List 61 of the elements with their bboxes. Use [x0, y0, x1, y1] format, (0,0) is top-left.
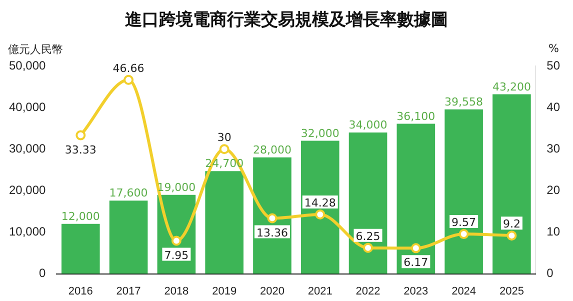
data-label: 43,200 [492, 80, 531, 94]
data-label: 36,100 [396, 110, 436, 123]
y-tick-label: 30,000 [9, 141, 46, 156]
y2-tick-label: 0 [546, 266, 554, 280]
y2-tick-label: 30 [546, 141, 560, 156]
bar [205, 171, 244, 274]
x-tick-label: 2016 [68, 285, 93, 298]
y-tick-label: 50,000 [9, 58, 46, 72]
data-label: 39,558 [444, 95, 484, 108]
x-tick-label: 2022 [356, 285, 380, 298]
point [315, 209, 326, 220]
data-label: 28,000 [252, 143, 292, 156]
y2-tick-label: 10 [546, 224, 560, 239]
data-label: 12,000 [61, 210, 100, 223]
x-tick-label: 2023 [404, 285, 428, 298]
point [76, 130, 86, 140]
bar [61, 224, 100, 274]
y-tick-label: 40,000 [9, 100, 46, 114]
data-label: 32,000 [300, 126, 340, 140]
point [458, 229, 469, 240]
point [410, 243, 421, 254]
data-label: 14.28 [304, 196, 336, 210]
chart-title: 進口跨境電商行業交易規模及增長率數據圖 [124, 9, 449, 31]
data-label: 30 [217, 131, 232, 144]
point [171, 236, 182, 246]
x-tick-label: 2017 [116, 285, 141, 298]
data-label: 9.2 [502, 218, 520, 231]
data-label: 7.95 [164, 248, 189, 262]
point [506, 230, 517, 241]
bar [300, 140, 340, 274]
point [124, 74, 134, 85]
bar [396, 124, 436, 274]
bar [109, 200, 148, 274]
data-label: 13.36 [256, 226, 288, 240]
point [219, 144, 230, 154]
y-axis-title: 億元人民幣 [8, 42, 63, 57]
y2-tick-label: 40 [546, 100, 560, 114]
y-tick-label: 0 [39, 266, 46, 280]
y2-tick-label: 20 [546, 182, 560, 197]
y2-axis-title: % [548, 42, 559, 55]
data-label: 17,600 [109, 186, 148, 200]
x-tick-label: 2021 [308, 285, 332, 298]
data-label: 6.25 [356, 230, 380, 243]
point [363, 242, 374, 253]
x-tick-label: 2018 [164, 285, 189, 298]
data-label: 46.66 [112, 62, 144, 75]
data-label: 9.57 [452, 216, 476, 230]
x-tick-label: 2025 [499, 285, 524, 298]
bar [444, 109, 483, 274]
data-label: 33.33 [64, 143, 96, 156]
y-tick-label: 10,000 [9, 224, 46, 239]
data-label: 34,000 [348, 118, 388, 132]
bar [348, 132, 388, 274]
bar [492, 94, 531, 274]
x-tick-label: 2024 [452, 285, 476, 298]
x-tick-label: 2019 [212, 285, 237, 298]
x-tick-label: 2020 [260, 285, 284, 298]
y-tick-label: 20,000 [9, 182, 46, 197]
data-label: 6.17 [404, 256, 428, 270]
y2-tick-label: 50 [546, 58, 560, 72]
point [267, 213, 278, 224]
